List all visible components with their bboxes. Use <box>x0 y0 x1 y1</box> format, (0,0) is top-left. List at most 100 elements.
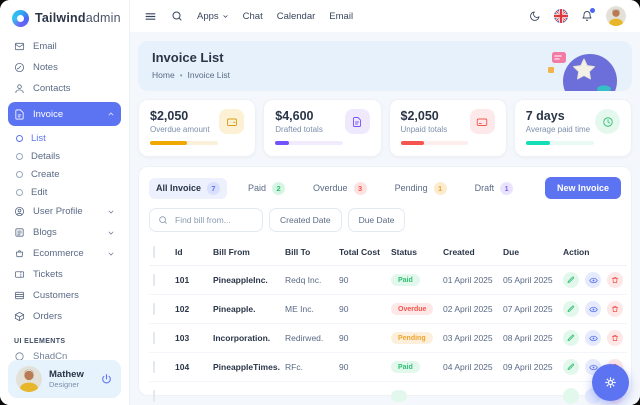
topbar-menu-calendar[interactable]: Calendar <box>276 10 316 22</box>
sidebar-item-blogs[interactable]: Blogs <box>8 222 121 243</box>
topbar-menu-email[interactable]: Email <box>329 10 354 22</box>
sidebar-subitem-create[interactable]: Create <box>8 165 121 183</box>
sidebar-item-orders[interactable]: Orders <box>8 306 121 327</box>
sidebar-item-label: User Profile <box>33 206 83 217</box>
stat-value: $2,050 <box>400 109 439 123</box>
column-header-due[interactable]: Due <box>499 241 559 266</box>
wallet-icon <box>219 109 245 134</box>
sidebar-item-invoice[interactable]: Invoice <box>8 102 121 126</box>
sidebar-item-notes[interactable]: Notes <box>8 57 121 78</box>
row-checkbox[interactable] <box>153 332 155 344</box>
row-checkbox[interactable] <box>153 390 155 402</box>
power-logout-icon[interactable] <box>100 373 113 386</box>
brand-logo[interactable]: Tailwindadmin <box>8 0 121 36</box>
banner-illustration <box>544 45 618 91</box>
profile-avatar[interactable] <box>606 6 626 26</box>
due-date-filter-button[interactable]: Due Date <box>347 208 406 232</box>
pencil-note-icon <box>14 62 25 73</box>
sidebar-subitem-list[interactable]: List <box>8 129 121 147</box>
stat-card-drafted-totals: $4,600 Drafted totals <box>263 99 382 157</box>
column-header-action: Action <box>559 241 627 266</box>
view-eye-icon[interactable] <box>585 301 601 317</box>
sidebar-subitem-details[interactable]: Details <box>8 147 121 165</box>
cell-bill-from: Incorporation. <box>209 323 281 353</box>
tab-paid[interactable]: Paid 2 <box>241 178 292 199</box>
row-checkbox[interactable] <box>153 361 155 373</box>
topbar-menu-apps[interactable]: Apps <box>197 11 229 22</box>
article-icon <box>14 227 25 238</box>
notifications-bell-icon[interactable] <box>581 8 595 22</box>
language-flag-icon[interactable] <box>554 9 568 23</box>
table-row: 103 Incorporation. Redirwed. 90 Pending … <box>149 323 627 353</box>
hamburger-menu-icon[interactable] <box>144 10 157 23</box>
sidebar-item-customers[interactable]: Customers <box>8 285 121 306</box>
breadcrumb-current: Invoice List <box>187 70 231 80</box>
sidebar-item-label: Notes <box>33 62 58 73</box>
created-date-filter-button[interactable]: Created Date <box>269 208 342 232</box>
cell-id: 101 <box>171 265 209 295</box>
row-checkbox[interactable] <box>153 274 155 286</box>
breadcrumb-home[interactable]: Home <box>152 70 175 80</box>
tab-overdue[interactable]: Overdue 3 <box>306 178 374 199</box>
row-checkbox[interactable] <box>153 303 155 315</box>
envelope-icon <box>14 41 25 52</box>
chevron-down-icon <box>222 13 229 20</box>
column-header-bill-from[interactable]: Bill From <box>209 241 281 266</box>
stat-value: $4,600 <box>275 109 314 123</box>
sidebar-item-contacts[interactable]: Contacts <box>8 78 121 99</box>
tab-pending[interactable]: Pending 1 <box>388 178 454 199</box>
chevron-up-icon <box>107 110 115 118</box>
column-header-total-cost[interactable]: Total Cost <box>335 241 387 266</box>
edit-pencil-icon[interactable] <box>563 272 579 288</box>
sidebar-item-tickets[interactable]: Tickets <box>8 264 121 285</box>
tab-draft[interactable]: Draft 1 <box>468 178 521 199</box>
settings-gear-fab[interactable] <box>592 364 629 401</box>
brand-name: Tailwindadmin <box>35 11 121 25</box>
dark-mode-moon-icon[interactable] <box>529 10 541 22</box>
column-header-created[interactable]: Created <box>439 241 499 266</box>
stat-progress <box>525 141 594 145</box>
column-header-id[interactable]: Id <box>171 241 209 266</box>
sidebar-item-email[interactable]: Email <box>8 36 121 57</box>
table-row: 102 Pineapple. ME Inc. 90 Overdue 02 Apr… <box>149 294 627 324</box>
sidebar-item-ecommerce[interactable]: Ecommerce <box>8 243 121 264</box>
sidebar-subitem-label: List <box>31 132 46 144</box>
tab-count-badge: 2 <box>272 181 286 195</box>
view-eye-icon[interactable] <box>585 272 601 288</box>
delete-trash-icon[interactable] <box>607 272 623 288</box>
column-header-status[interactable]: Status <box>387 241 439 266</box>
cell-due: 09 April 2025 <box>499 352 559 382</box>
delete-trash-icon[interactable] <box>607 330 623 346</box>
topbar-menu-chat[interactable]: Chat <box>242 10 263 22</box>
tab-label: All Invoice <box>156 183 202 193</box>
edit-pencil-icon[interactable] <box>563 388 579 404</box>
search-icon[interactable] <box>171 10 183 22</box>
sidebar-subitem-edit[interactable]: Edit <box>8 183 121 201</box>
search-input[interactable] <box>173 214 254 226</box>
column-header-bill-to[interactable]: Bill To <box>281 241 335 266</box>
edit-pencil-icon[interactable] <box>563 359 579 375</box>
view-eye-icon[interactable] <box>585 330 601 346</box>
cell-created: 04 April 2025 <box>439 352 499 382</box>
tab-all-invoice[interactable]: All Invoice 7 <box>149 177 228 199</box>
tab-count-badge: 3 <box>353 181 367 195</box>
breadcrumb-separator: • <box>179 70 183 80</box>
id-card-icon <box>14 290 25 301</box>
edit-pencil-icon[interactable] <box>563 330 579 346</box>
sidebar-item-shadcn[interactable]: ShadCn <box>8 349 121 363</box>
clock-icon <box>595 109 620 134</box>
sidebar-item-label: Customers <box>33 290 79 301</box>
edit-pencil-icon[interactable] <box>563 301 579 317</box>
stat-card-average-paid-time: 7 days Average paid time <box>513 99 632 157</box>
sidebar-item-user-profile[interactable]: User Profile <box>8 201 121 222</box>
cell-created: 03 April 2025 <box>439 323 499 353</box>
notification-dot <box>590 8 595 13</box>
invoice-list-panel: All Invoice 7 Paid 2 Overdue 3 Pending 1 Dra… <box>138 166 632 405</box>
delete-trash-icon[interactable] <box>607 301 623 317</box>
bill-search[interactable] <box>149 208 263 232</box>
sidebar-user-card[interactable]: Mathew Designer <box>8 360 121 398</box>
select-all-checkbox[interactable] <box>153 246 155 258</box>
new-invoice-button[interactable]: New Invoice <box>544 177 621 199</box>
shopping-basket-icon <box>14 248 25 259</box>
status-badge: Pending <box>391 332 433 345</box>
